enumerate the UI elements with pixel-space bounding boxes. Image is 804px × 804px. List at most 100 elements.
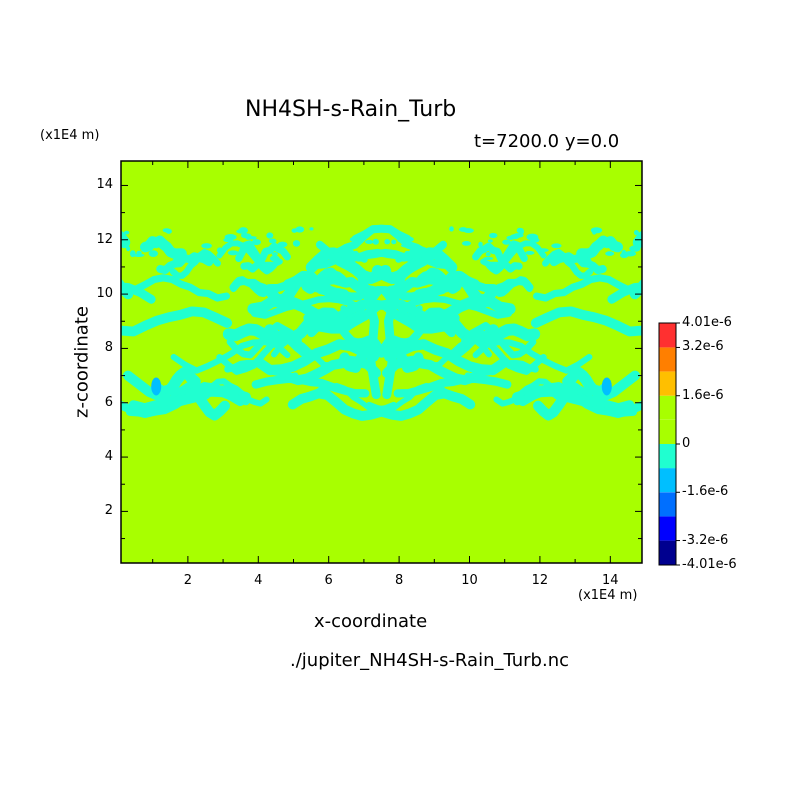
negative-anomaly-band (226, 322, 301, 359)
x-tick-label: 6 (324, 573, 333, 588)
negative-anomaly-band (461, 323, 541, 347)
colorbar-label: 4.01e-6 (682, 315, 732, 330)
negative-anomaly-band (287, 388, 385, 421)
y-axis-ticks (121, 184, 642, 540)
negative-anomaly-speck (510, 234, 520, 240)
negative-anomaly-speck (126, 245, 131, 252)
negative-anomaly-band (542, 249, 594, 279)
colorbar-bin (659, 540, 676, 565)
negative-anomaly-speck (391, 239, 397, 245)
negative-anomaly-speck (384, 239, 391, 245)
negative-anomaly-speck (268, 238, 277, 244)
negative-anomaly-band (562, 366, 610, 400)
negative-anomaly-band (202, 378, 270, 407)
negative-anomaly-band (416, 267, 462, 294)
negative-anomaly-band (607, 282, 642, 304)
y-tick-label: 6 (104, 394, 113, 410)
negative-anomaly-speck (165, 228, 172, 234)
colorbar-label: -1.6e-6 (682, 484, 729, 500)
x-tick-label: 12 (531, 573, 549, 588)
negative-anomaly-band (121, 306, 233, 337)
negative-anomaly-band (530, 306, 642, 337)
negative-anomaly-band (552, 370, 640, 408)
colorbar-bin (659, 323, 676, 348)
negative-anomaly-speck (123, 230, 130, 235)
negative-anomaly-band (472, 338, 593, 374)
negative-anomaly-speck (201, 243, 212, 249)
negative-anomaly-band (224, 359, 299, 381)
negative-anomaly-speck (502, 239, 511, 245)
negative-anomaly-speck (398, 235, 403, 242)
negative-anomaly-band (629, 278, 642, 300)
negative-anomaly-band (229, 276, 268, 298)
negative-anomaly-speck (629, 245, 641, 252)
y-tick-label: 4 (104, 449, 113, 465)
negative-anomaly-speck (620, 252, 629, 259)
colorbar-bin (659, 419, 676, 444)
negative-anomaly-speck (372, 238, 379, 245)
negative-anomaly-band (378, 388, 476, 421)
colorbar-bin (659, 516, 676, 541)
negative-anomaly-speck (576, 253, 588, 260)
negative-anomaly-band (170, 338, 291, 374)
negative-anomaly-band (153, 366, 201, 400)
negative-anomaly-band (398, 295, 512, 319)
negative-anomaly-speck (605, 251, 615, 256)
negative-anomaly-band (301, 267, 347, 294)
negative-anomaly-band (169, 249, 221, 279)
negative-anomaly-speck (133, 253, 145, 257)
negative-anomaly-speck (266, 232, 274, 239)
negative-anomaly-speck (488, 232, 498, 239)
source-file-label: ./jupiter_NH4SH-s-Rain_Turb.nc (290, 650, 570, 671)
colorbar-bin (659, 395, 676, 420)
x-axis-unit: (x1E4 m) (578, 588, 638, 603)
negative-anomaly-speck (362, 230, 371, 237)
colorbar-bin (659, 347, 676, 372)
negative-anomaly-band (132, 274, 230, 302)
negative-anomaly-speck (537, 248, 549, 253)
negative-anomaly-band (140, 235, 187, 259)
y-tick-label: 8 (104, 340, 113, 356)
y-tick-label: 10 (96, 286, 113, 302)
negative-anomaly-band (216, 240, 283, 268)
colorbar-bin (659, 444, 676, 469)
y-axis-label: z-coordinate (71, 306, 93, 418)
negative-anomaly-band (472, 242, 523, 273)
negative-anomaly-speck (148, 250, 158, 257)
negative-anomaly-band (366, 382, 454, 412)
colorbar-bin (659, 492, 676, 517)
negative-anomaly-speck (485, 251, 491, 257)
negative-anomaly-band (123, 370, 211, 408)
negative-anomaly-speck (487, 239, 493, 243)
negative-anomaly-speck (365, 239, 374, 244)
colorbar-label: -4.01e-6 (682, 557, 737, 572)
negative-anomaly-speck (449, 226, 454, 232)
negative-anomaly-band (303, 299, 430, 334)
negative-anomaly-speck (551, 243, 562, 249)
colorbar-bin (659, 468, 676, 493)
negative-anomaly-speck (236, 229, 248, 234)
negative-anomaly-band (395, 248, 431, 263)
y-tick-label: 2 (104, 503, 113, 519)
negative-anomaly-speck (518, 228, 525, 235)
plot-background-field (121, 161, 642, 563)
colorbar-bin (659, 371, 676, 396)
x-tick-label: 2 (183, 573, 193, 588)
negative-anomaly-speck (227, 250, 239, 256)
negative-anomaly-speck (295, 226, 305, 233)
x-tick-label: 8 (394, 573, 404, 588)
negative-anomaly-speck (633, 230, 639, 236)
y-tick-label: 12 (96, 231, 113, 247)
negative-anomaly-speck (419, 246, 427, 253)
plot-frame (120, 160, 643, 564)
negative-anomaly-band (382, 257, 429, 400)
colorbar-label: -3.2e-6 (682, 532, 729, 548)
negative-anomaly-band (632, 230, 642, 249)
negative-anomaly-speck (292, 240, 301, 247)
negative-anomaly-band (251, 295, 365, 319)
negative-anomaly-band (493, 378, 561, 407)
x-tick-label: 14 (602, 573, 619, 588)
negative-anomaly-speck (269, 255, 280, 262)
strong-negative-core (601, 377, 612, 396)
